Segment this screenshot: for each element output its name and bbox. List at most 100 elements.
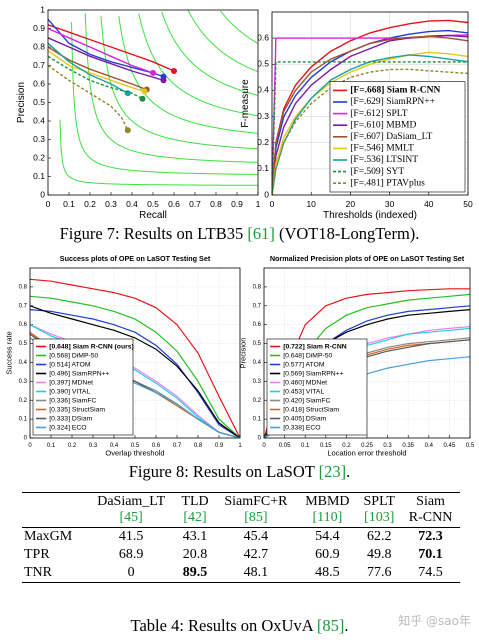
- x-tick-label: 1: [256, 199, 261, 209]
- column-citation: [85]: [244, 510, 268, 525]
- plot-frame: [263, 267, 471, 439]
- x-axis-label: Thresholds (indexed): [323, 210, 417, 221]
- column-citation: [42]: [183, 510, 207, 525]
- x-axis-label: Location error threshold: [327, 448, 406, 457]
- x-axis-label: Recall: [139, 210, 167, 221]
- legend-label: [0.514] ATOM: [49, 361, 91, 368]
- x-tick-label: 0: [28, 443, 32, 449]
- caption-text: Figure 7: Results on LTB35: [59, 224, 248, 243]
- legend-label: [0.390] VITAL: [49, 388, 90, 395]
- figure-7-caption: Figure 7: Results on LTB35 [61] (VOT18-L…: [0, 224, 479, 244]
- x-tick-label: 0.9: [231, 199, 243, 209]
- table-cell: 68.9: [118, 547, 144, 562]
- column-name: SiamFC+R: [224, 494, 288, 509]
- x-tick-label: 0.8: [210, 199, 222, 209]
- x-tick-label: 0.3: [89, 443, 98, 449]
- legend-label: [0.405] DSiam: [283, 415, 326, 422]
- series-line: [272, 35, 468, 195]
- y-tick-label: 0.2: [19, 398, 28, 404]
- table-4-caption: Table 4: Results on OxUvA [85].: [0, 616, 479, 636]
- y-tick-label: 0.5: [33, 97, 45, 107]
- iso-f-curve: [161, 12, 258, 96]
- row-label: TNR: [24, 565, 52, 580]
- y-tick-label: 0.1: [33, 171, 45, 181]
- y-tick-label: 0.7: [253, 303, 262, 309]
- iso-f-curve: [84, 13, 258, 163]
- end-marker: [171, 68, 177, 75]
- y-tick-label: 0.1: [19, 417, 28, 423]
- y-tick-label: 0.2: [257, 137, 269, 147]
- legend-label: [0.324] ECO: [49, 424, 86, 431]
- y-tick-label: 0.5: [257, 59, 269, 69]
- iso-f-curve: [59, 119, 258, 186]
- watermark: 知乎 @sao年: [398, 614, 471, 628]
- legend-label: [0.569] SiamRPN++: [283, 370, 343, 377]
- legend-label: [F=.509] SYT: [350, 167, 404, 177]
- x-tick-label: 0: [46, 199, 51, 209]
- legend-label: [0.453] VITAL: [283, 388, 324, 395]
- caption-text: .: [346, 462, 351, 481]
- end-marker: [150, 69, 156, 76]
- end-marker: [139, 95, 146, 102]
- y-tick-label: 0.4: [33, 115, 45, 125]
- plot-frame: [271, 11, 469, 196]
- legend-box: [32, 338, 134, 436]
- series-line: [48, 55, 143, 100]
- y-tick-label: 0.3: [257, 111, 269, 121]
- corner: [22, 493, 87, 528]
- x-tick-label: 0.9: [215, 443, 224, 449]
- legend-label: [F=.536] LTSINT: [350, 155, 418, 165]
- y-tick-label: 0.3: [253, 379, 262, 385]
- table-cell: 20.8: [182, 547, 208, 562]
- column-citation: [110]: [312, 510, 343, 525]
- x-tick-label: 0.6: [152, 443, 161, 449]
- x-tick-label: 0.2: [342, 443, 351, 449]
- series-line: [48, 42, 129, 94]
- column-name: TLD: [181, 494, 209, 509]
- citation: [61]: [247, 224, 275, 243]
- y-tick-label: 0.8: [19, 284, 28, 290]
- legend-label: [0.722] Siam R-CNN: [283, 343, 347, 350]
- y-tick-label: 0.4: [257, 85, 269, 95]
- x-tick-label: 30: [385, 199, 395, 209]
- table-row: TPR 68.9 20.8 42.7 60.9 49.8 70.1: [22, 546, 460, 564]
- figure-8-caption: Figure 8: Results on LaSOT [23].: [0, 462, 479, 482]
- table-cell: 42.7: [243, 547, 269, 562]
- legend-label: [F=.629] SiamRPN++: [350, 97, 435, 107]
- x-tick-label: 0.7: [189, 199, 201, 209]
- iso-f-curve: [118, 15, 258, 134]
- x-tick-label: 0.2: [68, 443, 77, 449]
- series-line: [48, 27, 154, 74]
- table-cell: 62.2: [366, 529, 392, 544]
- x-tick-label: 0.4: [425, 443, 434, 449]
- series-line: [48, 37, 164, 81]
- series-line: [272, 51, 468, 195]
- y-tick-label: 0.9: [33, 23, 45, 33]
- table-cell: 60.9: [315, 547, 340, 562]
- x-tick-label: 0.35: [402, 443, 414, 449]
- column-header: TLD [42]: [176, 493, 215, 528]
- column-header: MBMD [110]: [297, 493, 357, 528]
- x-tick-label: 0.45: [444, 443, 456, 449]
- series-line: [30, 305, 240, 438]
- x-tick-label: 20: [346, 199, 356, 209]
- x-tick-label: 0.3: [105, 199, 117, 209]
- y-tick-label: 0.6: [19, 322, 28, 328]
- x-tick-label: 0.4: [110, 443, 119, 449]
- column-name: MBMD: [305, 494, 350, 509]
- y-tick-label: 0.3: [19, 379, 28, 385]
- x-tick-label: 0.6: [168, 199, 180, 209]
- y-tick-label: 0.1: [253, 417, 262, 423]
- chart: 0 0.1 0.2 0.3 0.4 0.5 0.6 0 10 20 30 40 50 Thresholds…: [240, 11, 473, 221]
- y-tick-label: 0.4: [19, 360, 28, 366]
- legend-label: [0.577] ATOM: [283, 361, 325, 368]
- series-line: [272, 54, 468, 195]
- table-cell: 48.1: [243, 565, 269, 580]
- y-axis-label: F-measure: [240, 79, 251, 128]
- column-name: Siam: [416, 494, 445, 509]
- legend-label: [0.335] StructSiam: [49, 406, 105, 413]
- table-cell: 41.5: [118, 529, 144, 544]
- y-tick-label: 0.2: [33, 152, 45, 162]
